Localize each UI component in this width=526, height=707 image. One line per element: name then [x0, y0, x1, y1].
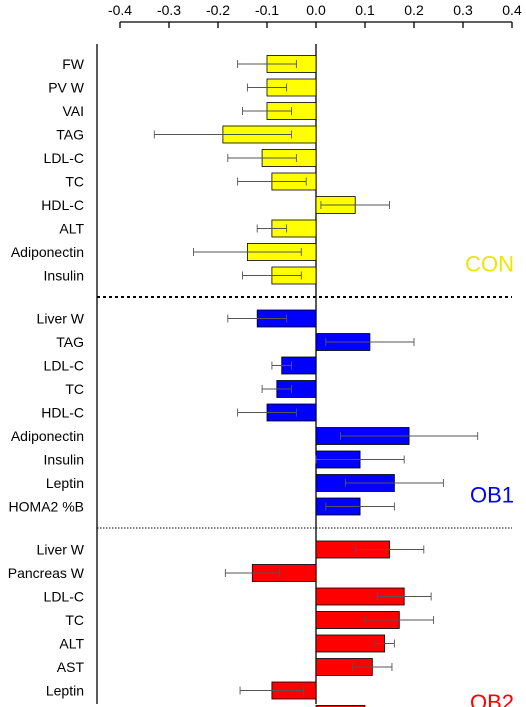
x-tick-label: -0.1: [255, 2, 279, 18]
bar-ob2-7: [315, 705, 366, 707]
group-label-ob1: OB1: [470, 483, 514, 508]
category-label: FW: [62, 56, 85, 72]
category-label: PV W: [48, 80, 85, 96]
category-label: Insulin: [44, 452, 84, 468]
x-tick-label: 0.3: [453, 2, 473, 18]
labels-layer: FW PV W VAI TAG LDL-C TC HDL-C ALT Adiponectin In…: [8, 56, 514, 707]
category-label: HDL-C: [41, 197, 84, 213]
category-label: Liver W: [37, 542, 85, 558]
category-label: HOMA2 %B: [9, 499, 84, 515]
x-tick-label: -0.4: [108, 2, 132, 18]
category-label: Adiponectin: [11, 244, 84, 260]
category-label: Leptin: [46, 683, 84, 699]
category-label: TAG: [56, 127, 84, 143]
x-tick-label: 0.0: [306, 2, 326, 18]
bar-ob2-4: [315, 634, 385, 653]
category-label: LDL-C: [44, 150, 84, 166]
x-tick-label: -0.3: [157, 2, 181, 18]
category-label: TC: [65, 381, 84, 397]
category-label: VAI: [62, 103, 84, 119]
category-label: Liver W: [37, 311, 85, 327]
bars-layer: [153, 55, 479, 707]
category-label: TC: [65, 174, 84, 190]
category-label: LDL-C: [44, 589, 84, 605]
category-label: Pancreas W: [8, 565, 85, 581]
category-label: Insulin: [44, 268, 84, 284]
category-label: AST: [57, 659, 85, 675]
category-label: HDL-C: [41, 405, 84, 421]
category-label: TC: [65, 612, 84, 628]
category-label: ALT: [59, 636, 84, 652]
category-label: Leptin: [46, 475, 84, 491]
axis-layer: -0.4 -0.3 -0.2 -0.1 0.0 0.1 0.2 0.3 0.4: [96, 2, 522, 704]
x-tick-label: -0.2: [206, 2, 230, 18]
x-tick-label: 0.2: [404, 2, 424, 18]
category-label: TAG: [56, 334, 84, 350]
x-tick-label: 0.1: [355, 2, 375, 18]
category-label: ALT: [59, 221, 84, 237]
x-tick-label: 0.4: [502, 2, 522, 18]
category-label: LDL-C: [44, 358, 84, 374]
category-label: Adiponectin: [11, 428, 84, 444]
group-label-con: CON: [465, 252, 514, 277]
group-label-ob2: OB2: [470, 690, 514, 707]
